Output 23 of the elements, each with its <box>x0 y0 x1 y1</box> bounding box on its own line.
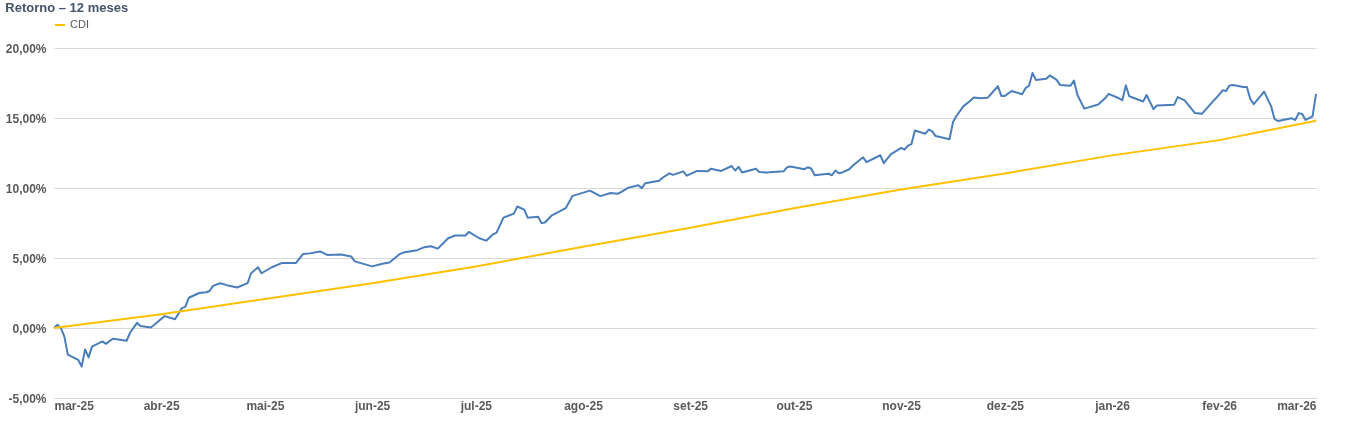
line-series <box>53 72 1317 368</box>
y-tick-label: 20,00% <box>5 41 47 56</box>
x-tick-label: nov-25 <box>882 398 922 413</box>
y-tick-label: 15,00% <box>5 111 47 126</box>
x-tick-label: mar-26 <box>1277 398 1317 413</box>
y-tick-label: 5,00% <box>12 251 47 266</box>
x-tick-label: jan-26 <box>1094 398 1131 413</box>
x-tick-label: ago-25 <box>564 398 604 413</box>
line-series <box>53 119 1317 329</box>
x-tick-label: mai-25 <box>246 398 285 413</box>
chart-title: Retorno – 12 meses <box>5 0 129 15</box>
x-tick-label: mar-25 <box>54 398 95 413</box>
x-tick-label: dez-25 <box>986 398 1025 413</box>
x-tick-label: jul-25 <box>459 398 493 413</box>
x-tick-label: fev-26 <box>1202 398 1238 413</box>
legend-label: CDI <box>70 18 89 30</box>
x-tick-label: out-25 <box>776 398 813 413</box>
x-tick-label: abr-25 <box>143 398 181 413</box>
y-tick-label: -5,00% <box>8 391 47 406</box>
x-tick-label: set-25 <box>673 398 709 413</box>
x-tick-label: jun-25 <box>353 398 391 413</box>
y-tick-label: 0,00% <box>12 321 47 336</box>
y-tick-label: 10,00% <box>5 181 47 196</box>
